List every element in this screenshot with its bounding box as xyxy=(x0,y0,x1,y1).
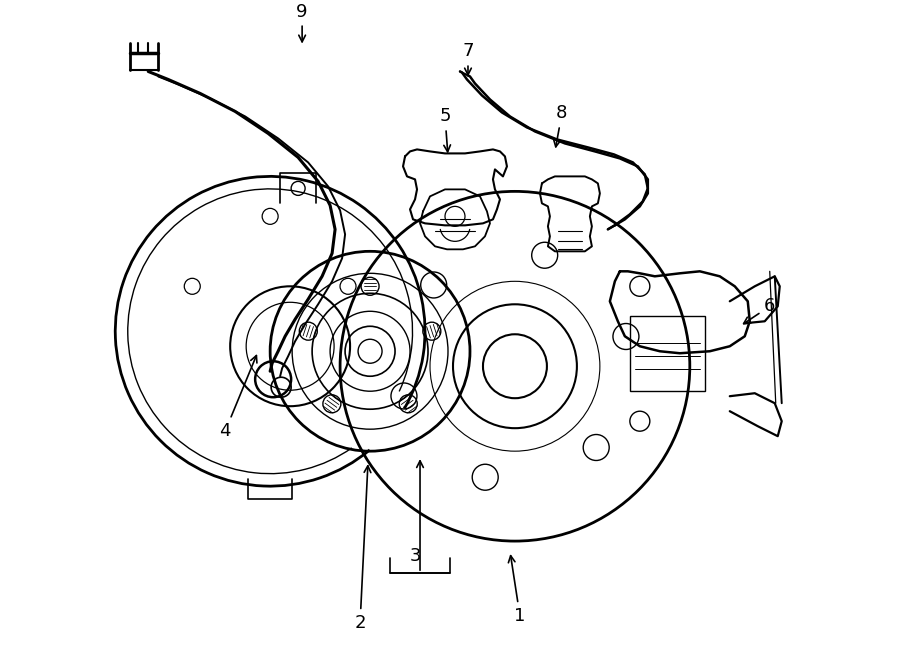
Text: 6: 6 xyxy=(743,297,776,324)
Text: 1: 1 xyxy=(508,556,526,625)
Text: 9: 9 xyxy=(296,3,308,42)
Text: 8: 8 xyxy=(554,104,568,147)
Bar xyxy=(630,316,705,391)
Text: 5: 5 xyxy=(439,108,451,152)
Text: 3: 3 xyxy=(410,547,421,565)
Text: 7: 7 xyxy=(463,42,473,75)
Text: 2: 2 xyxy=(355,466,371,632)
Text: 4: 4 xyxy=(220,356,256,440)
